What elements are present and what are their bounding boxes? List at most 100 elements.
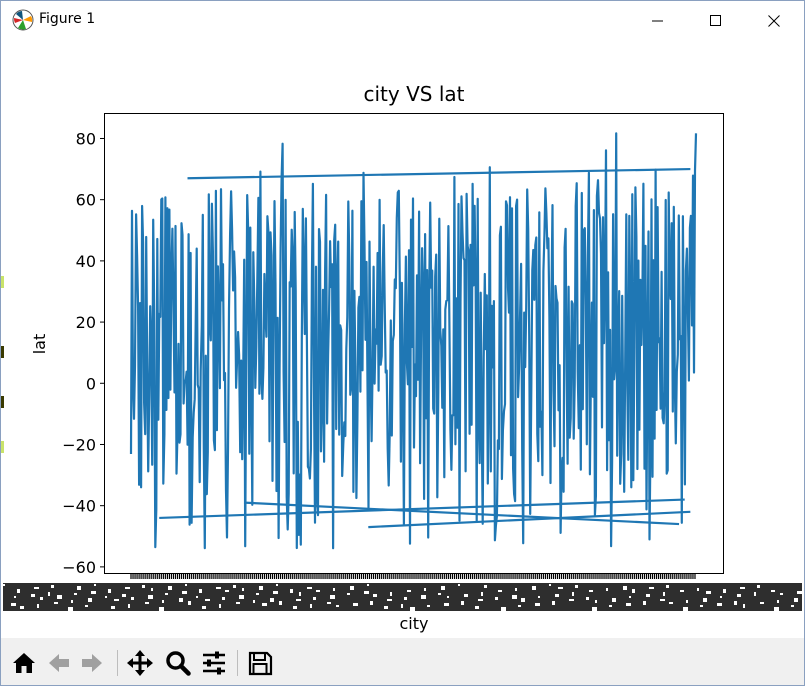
x-tick-label-gap: [686, 600, 688, 603]
x-tick-label-gap: [179, 598, 183, 602]
x-tick-label-gap: [797, 591, 802, 594]
y-tick-label: 0: [86, 374, 96, 393]
x-tick-label-gap: [111, 606, 115, 609]
y-tick-label: 60: [76, 191, 96, 210]
y-tick-label: −60: [62, 558, 96, 577]
x-tick-label-gap: [353, 603, 358, 606]
zoom-icon: [166, 651, 191, 676]
minimize-button[interactable]: [629, 1, 687, 40]
x-tick-label-gap: [643, 601, 646, 605]
x-tick-label-gap: [299, 592, 301, 596]
maximize-button[interactable]: [687, 1, 745, 40]
x-tick-label-gap: [626, 603, 631, 606]
x-tick-label-gap: [538, 596, 540, 598]
x-tick-label-gap: [612, 598, 616, 602]
x-tick-label-gap: [680, 590, 684, 592]
y-tick-label: 40: [76, 252, 96, 271]
x-tick-label-gap: [740, 587, 745, 589]
y-tick-label: 80: [76, 129, 96, 148]
x-tick-label-gap: [589, 590, 593, 592]
x-tick-label-gap: [74, 593, 77, 595]
plot-frame: [104, 113, 724, 574]
x-tick-label-gap: [549, 584, 551, 586]
x-tick-label-gap: [159, 607, 164, 611]
x-tick-label-gap: [347, 593, 350, 595]
x-tick-label-gap: [108, 589, 111, 593]
x-tick-label-gap: [122, 594, 126, 597]
x-tick-label-gap: [532, 586, 536, 590]
forward-icon: [82, 654, 102, 672]
figure-canvas[interactable]: city VS lat −60 −40 −20 0 20 40 60 80 lat city: [1, 40, 804, 638]
x-tick-label-gap: [205, 599, 210, 601]
x-tick-label-gap: [666, 585, 669, 588]
series-line-segment: [159, 498, 685, 520]
x-tick-label-gap: [575, 585, 578, 588]
x-tick-label-gap: [438, 593, 441, 595]
background-window-edge: [1, 276, 4, 288]
configure-subplots-button[interactable]: [199, 648, 229, 678]
x-tick-label-gap: [296, 599, 301, 601]
x-tick-label-gap: [3, 584, 5, 586]
x-tick-label-gap: [370, 601, 373, 605]
x-tick-label-gap: [572, 592, 574, 596]
x-tick-label-gap: [464, 594, 468, 597]
x-tick-label-gap: [683, 607, 688, 611]
pan-button[interactable]: [125, 648, 155, 678]
x-tick-label-gap: [774, 607, 779, 611]
x-tick-label-gap: [632, 589, 635, 593]
x-tick-label-gap: [771, 590, 775, 592]
x-tick-label-gap: [421, 595, 426, 599]
x-tick-label-gap: [717, 603, 722, 606]
pan-icon: [127, 650, 153, 676]
x-tick-label-gap: [37, 604, 39, 608]
x-tick-label-gap: [293, 606, 297, 609]
x-tick-label-gap: [586, 597, 589, 600]
x-tick-label-gap: [276, 584, 278, 586]
x-tick-label-gap: [336, 605, 339, 607]
save-button[interactable]: [245, 648, 275, 678]
x-tick-label-gap: [461, 601, 464, 605]
x-tick-label-gap: [552, 601, 555, 605]
home-button[interactable]: [9, 648, 39, 678]
x-tick-label-gap: [290, 589, 293, 593]
forward-button[interactable]: [77, 648, 107, 678]
x-tick-label-gap: [646, 594, 650, 597]
x-tick-label-gap: [350, 586, 354, 590]
close-icon: [768, 14, 780, 27]
x-tick-label-gap: [168, 586, 172, 590]
x-tick-label-gap: [427, 605, 430, 607]
x-tick-label-gap: [703, 598, 707, 602]
navigation-toolbar: [1, 638, 804, 685]
x-tick-label-gap: [51, 585, 54, 588]
toolbar-separator: [237, 650, 238, 676]
x-tick-label-gap: [182, 591, 187, 594]
x-tick-label-gap: [481, 592, 483, 596]
x-tick-label-gap: [794, 598, 798, 602]
x-tick-label-gap: [188, 601, 191, 605]
x-tick-label-gap: [606, 588, 608, 591]
back-button[interactable]: [44, 648, 74, 678]
x-tick-label-gap: [737, 594, 741, 597]
close-button[interactable]: [745, 1, 803, 40]
x-tick-label-gap: [185, 584, 187, 586]
configure-subplots-icon: [203, 651, 225, 675]
x-tick-label-gap: [148, 595, 153, 599]
x-tick-label-gap: [68, 607, 73, 611]
toolbar-separator: [117, 650, 118, 676]
x-tick-label-gap: [441, 586, 445, 590]
x-tick-label-gap: [720, 596, 722, 598]
series-line-segment: [187, 167, 691, 180]
x-tick-label-gap: [202, 606, 206, 609]
x-tick-label-gap: [501, 607, 506, 611]
x-tick-label-gap: [259, 586, 263, 590]
title-bar[interactable]: Figure 1: [1, 1, 804, 40]
x-tick-label-gap: [623, 586, 627, 590]
zoom-button[interactable]: [163, 648, 193, 678]
series-line-segment: [243, 501, 680, 526]
x-tick-label-gap: [754, 592, 756, 596]
x-tick-label-gap: [222, 597, 225, 600]
y-tick-label: 20: [76, 313, 96, 332]
maximize-icon: [710, 14, 721, 26]
x-tick-label-gap: [242, 588, 244, 591]
